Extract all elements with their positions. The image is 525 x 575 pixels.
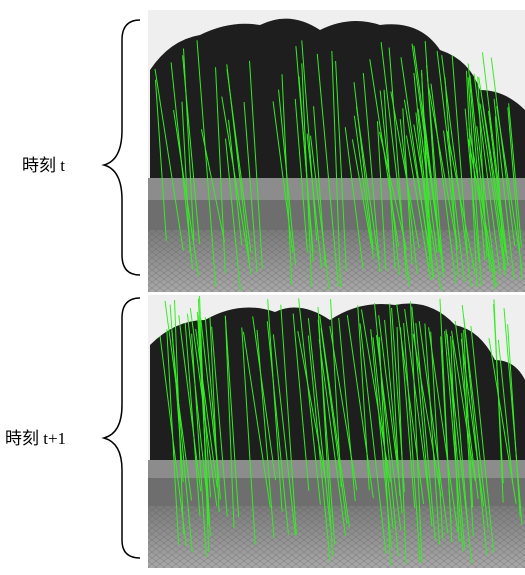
frame-t-image: [148, 10, 525, 292]
label-top: 時刻 t: [22, 156, 65, 175]
brace-top: [104, 20, 140, 275]
figure: 時刻 t 時刻 t+1: [0, 0, 525, 570]
label-bottom: 時刻 t+1: [5, 429, 66, 448]
brace-bottom: [104, 298, 140, 558]
frame-t1-image: [148, 295, 525, 568]
